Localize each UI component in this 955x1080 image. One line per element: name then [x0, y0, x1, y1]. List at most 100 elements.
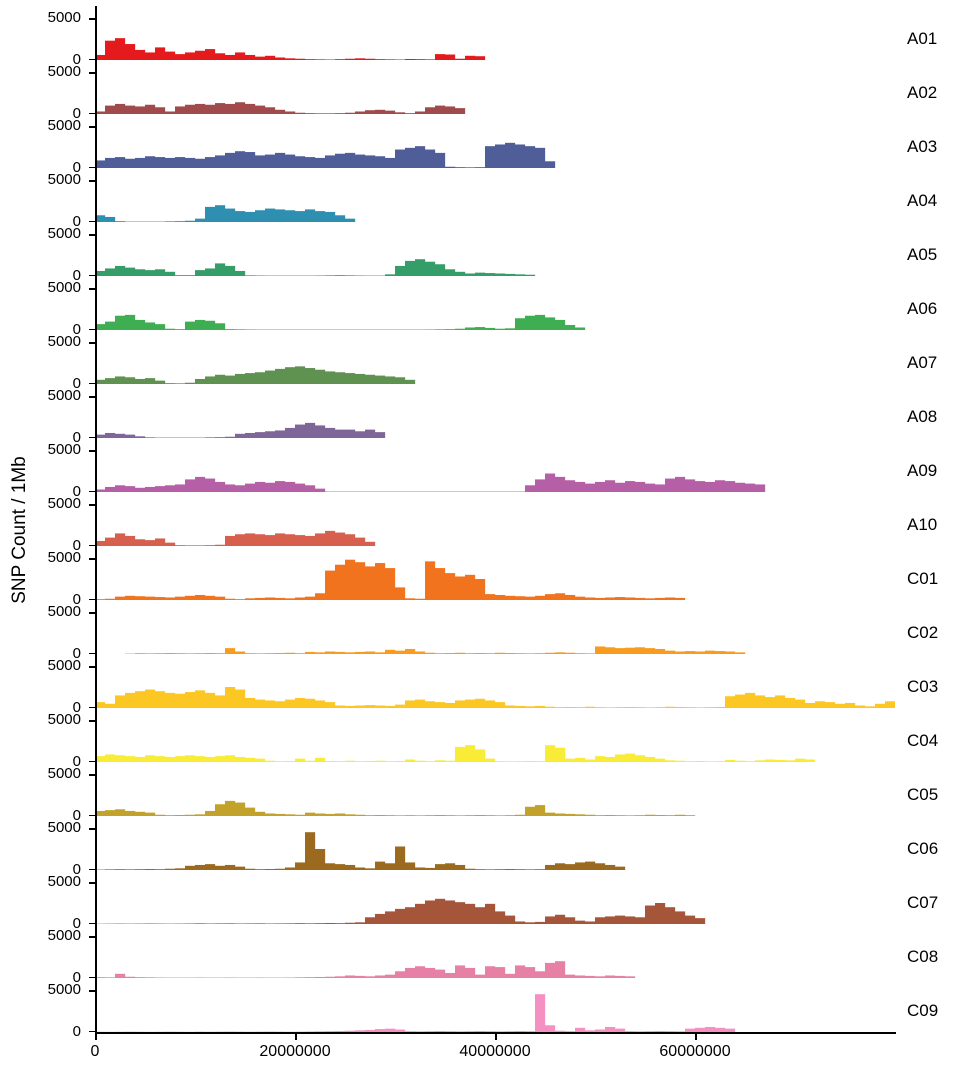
- x-tick-mark: [295, 1033, 297, 1040]
- y-tick-mark-5000: [89, 288, 95, 290]
- panel-bars-area: [95, 774, 895, 816]
- y-tick-mark-5000: [89, 504, 95, 506]
- chromosome-panel: 5000 0 C02: [0, 600, 955, 662]
- panel-y-axis: 5000 0: [0, 654, 95, 716]
- snp-bars: [95, 422, 386, 438]
- chromosome-panel: 5000 0 A02: [0, 60, 955, 122]
- y-tick-mark-5000: [89, 666, 95, 668]
- y-tick-label-5000: 5000: [47, 387, 81, 404]
- snp-bars: [95, 832, 626, 870]
- chromosome-label: A07: [907, 353, 938, 372]
- y-tick-label-5000: 5000: [47, 549, 81, 566]
- y-tick-label-5000: 5000: [47, 117, 81, 134]
- y-tick-mark-0: [89, 274, 95, 276]
- panel-bars-area: [95, 180, 895, 222]
- chromosome-label: C01: [907, 569, 939, 588]
- y-tick-label-0: 0: [72, 861, 81, 878]
- y-tick-label-5000: 5000: [47, 441, 81, 458]
- chromosome-label: A03: [907, 137, 938, 156]
- y-tick-mark-0: [89, 814, 95, 816]
- panel-y-axis: 5000 0: [0, 330, 95, 392]
- x-tick-label: 20000000: [259, 1043, 331, 1060]
- panel-y-axis: 5000 0: [0, 546, 95, 608]
- chromosome-label: C02: [907, 623, 939, 642]
- panel-y-axis: 5000 0: [0, 816, 95, 878]
- y-tick-mark-5000: [89, 774, 95, 776]
- chromosome-label: A02: [907, 83, 938, 102]
- panel-y-axis: 5000 0: [0, 6, 95, 68]
- snp-bars: [95, 314, 586, 330]
- y-tick-label-5000: 5000: [47, 171, 81, 188]
- panel-bars-area: [95, 612, 895, 654]
- y-tick-label-0: 0: [72, 267, 81, 284]
- y-tick-mark-0: [89, 1030, 95, 1032]
- panel-y-axis: 5000 0: [0, 384, 95, 446]
- chromosome-panel: 5000 0 A03: [0, 114, 955, 176]
- chromosome-panel: 5000 0 A01: [0, 6, 955, 68]
- panel-bars-area: [95, 720, 895, 762]
- chromosome-panel: 5000 0 A04: [0, 168, 955, 230]
- y-tick-label-0: 0: [72, 807, 81, 824]
- y-tick-mark-5000: [89, 234, 95, 236]
- snp-bars: [95, 898, 706, 924]
- panel-bars-area: [95, 450, 895, 492]
- panel-bars-area: [95, 126, 895, 168]
- y-tick-mark-5000: [89, 72, 95, 74]
- snp-bars: [95, 994, 736, 1032]
- y-tick-label-0: 0: [72, 51, 81, 68]
- y-tick-mark-0: [89, 220, 95, 222]
- y-tick-label-5000: 5000: [47, 711, 81, 728]
- panel-y-axis: 5000 0: [0, 762, 95, 824]
- panel-bars-area: [95, 234, 895, 276]
- chromosome-panel: 5000 0 C04: [0, 708, 955, 770]
- chromosome-panel: 5000 0 A10: [0, 492, 955, 554]
- panel-y-axis: 5000 0: [0, 222, 95, 284]
- panel-bars-area: [95, 288, 895, 330]
- y-tick-mark-5000: [89, 882, 95, 884]
- y-tick-mark-5000: [89, 450, 95, 452]
- y-tick-mark-0: [89, 166, 95, 168]
- panel-bars-area: [95, 342, 895, 384]
- y-tick-label-0: 0: [72, 1023, 81, 1040]
- x-tick-mark: [495, 1033, 497, 1040]
- chromosome-label: A01: [907, 29, 938, 48]
- y-tick-mark-5000: [89, 990, 95, 992]
- chromosome-panel: 5000 0 A06: [0, 276, 955, 338]
- y-tick-mark-0: [89, 112, 95, 114]
- x-tick-mark: [95, 1033, 97, 1040]
- y-tick-mark-0: [89, 490, 95, 492]
- panel-y-axis: 5000 0: [0, 114, 95, 176]
- y-tick-mark-5000: [89, 180, 95, 182]
- snp-bars: [95, 259, 536, 276]
- y-tick-label-0: 0: [72, 915, 81, 932]
- y-tick-label-5000: 5000: [47, 63, 81, 80]
- chromosome-label: C06: [907, 839, 939, 858]
- y-tick-mark-5000: [89, 126, 95, 128]
- y-tick-mark-0: [89, 436, 95, 438]
- panel-y-axis: 5000 0: [0, 708, 95, 770]
- x-tick-label: 60000000: [659, 1043, 731, 1060]
- chromosome-label: C09: [907, 1001, 939, 1020]
- y-tick-label-5000: 5000: [47, 333, 81, 350]
- panel-bars-area: [95, 882, 895, 924]
- y-tick-mark-5000: [89, 936, 95, 938]
- chromosome-label: A08: [907, 407, 938, 426]
- chromosome-panel: 5000 0 A07: [0, 330, 955, 392]
- y-tick-mark-0: [89, 598, 95, 600]
- chromosome-label: C07: [907, 893, 939, 912]
- chromosome-panel: 5000 0 C06: [0, 816, 955, 878]
- y-tick-label-0: 0: [72, 105, 81, 122]
- snp-bars: [95, 205, 356, 222]
- chromosome-label: A05: [907, 245, 938, 264]
- snp-bars: [95, 530, 376, 546]
- x-axis-line: [95, 1032, 896, 1034]
- y-tick-mark-0: [89, 760, 95, 762]
- y-tick-label-0: 0: [72, 321, 81, 338]
- snp-bars: [95, 559, 686, 600]
- y-tick-label-0: 0: [72, 645, 81, 662]
- y-tick-mark-5000: [89, 558, 95, 560]
- chromosome-panel: 5000 0 C01: [0, 546, 955, 608]
- y-tick-label-5000: 5000: [47, 765, 81, 782]
- panel-bars-area: [95, 18, 895, 60]
